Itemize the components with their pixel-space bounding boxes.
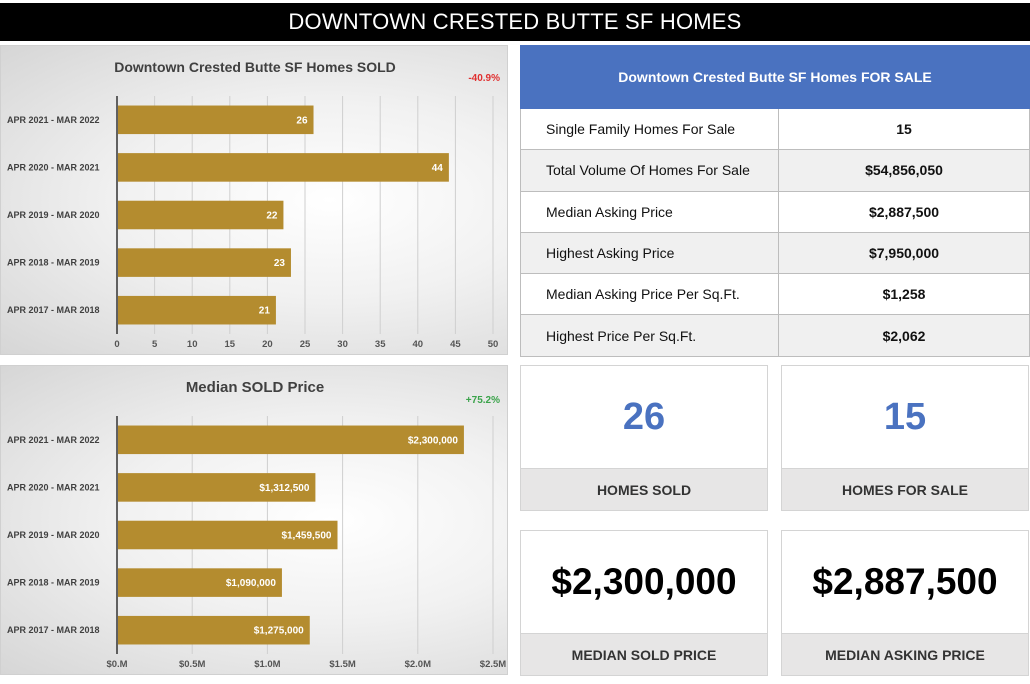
category-label: APR 2018 - MAR 2019 — [7, 578, 100, 588]
kpi-label: HOMES FOR SALE — [782, 468, 1028, 510]
row-label: Highest Price Per Sq.Ft. — [520, 314, 779, 357]
kpi-homes-for-sale: 15 HOMES FOR SALE — [781, 365, 1029, 511]
bar-data-label: 26 — [296, 115, 308, 126]
x-tick-label: 5 — [152, 339, 158, 350]
table-row: Median Asking Price Per Sq.Ft. $1,258 — [520, 273, 1030, 316]
table-row: Median Asking Price $2,887,500 — [520, 190, 1030, 233]
dashboard-banner: DOWNTOWN CRESTED BUTTE SF HOMES — [0, 3, 1030, 41]
x-tick-label: 35 — [375, 339, 386, 350]
kpi-value: $2,300,000 — [551, 561, 737, 602]
bar — [118, 153, 449, 182]
kpi-value: 26 — [622, 395, 666, 438]
category-label: APR 2019 - MAR 2020 — [7, 210, 100, 220]
category-label: APR 2020 - MAR 2021 — [7, 482, 100, 492]
x-tick-label: 15 — [225, 339, 236, 350]
chart-title: Median SOLD Price — [186, 379, 324, 396]
category-label: APR 2019 - MAR 2020 — [7, 530, 100, 540]
homes-sold-chart: Downtown Crested Butte SF Homes SOLD -40.… — [0, 45, 508, 355]
for-sale-table-title: Downtown Crested Butte SF Homes FOR SALE — [520, 45, 1030, 109]
kpi-label: HOMES SOLD — [521, 468, 767, 510]
bar — [118, 105, 314, 135]
kpi-homes-sold: 26 HOMES SOLD — [520, 365, 768, 511]
x-tick-label: $1.0M — [254, 659, 280, 670]
x-tick-label: $0.5M — [179, 659, 205, 670]
row-label: Single Family Homes For Sale — [520, 107, 779, 151]
x-tick-label: 30 — [337, 339, 348, 350]
bar-data-label: $1,275,000 — [254, 626, 304, 637]
x-tick-label: 40 — [413, 339, 424, 350]
bar-data-label: 23 — [274, 258, 286, 269]
bar — [118, 425, 464, 455]
x-tick-label: 45 — [450, 339, 461, 350]
row-value: $2,062 — [778, 314, 1030, 357]
bar-data-label: $2,300,000 — [408, 435, 458, 446]
bar-data-label: 22 — [266, 211, 278, 222]
row-value: $54,856,050 — [778, 149, 1030, 192]
kpi-label: MEDIAN ASKING PRICE — [782, 633, 1028, 675]
row-label: Highest Asking Price — [520, 231, 779, 275]
bar — [118, 200, 284, 230]
category-label: APR 2017 - MAR 2018 — [7, 625, 100, 635]
bar — [118, 473, 316, 502]
category-label: APR 2021 - MAR 2022 — [7, 435, 100, 445]
x-tick-label: 20 — [262, 339, 273, 350]
table-row: Highest Price Per Sq.Ft. $2,062 — [520, 314, 1030, 357]
row-value: $7,950,000 — [778, 231, 1030, 275]
x-tick-label: $1.5M — [329, 659, 355, 670]
bar — [118, 248, 291, 277]
x-tick-label: 25 — [300, 339, 311, 350]
kpi-value: $2,887,500 — [812, 561, 998, 602]
change-annotation: -40.9% — [468, 73, 500, 84]
table-row: Highest Asking Price $7,950,000 — [520, 231, 1030, 275]
row-label: Median Asking Price — [520, 190, 779, 233]
row-value: $2,887,500 — [778, 190, 1030, 233]
kpi-value: 15 — [883, 395, 927, 438]
bar — [118, 568, 282, 597]
kpi-median-asking-price: $2,887,500 MEDIAN ASKING PRICE — [781, 530, 1029, 676]
row-value: 15 — [778, 107, 1030, 151]
homes-sold-chart-svg: Downtown Crested Butte SF Homes SOLD -40.… — [7, 59, 500, 350]
row-label: Total Volume Of Homes For Sale — [520, 149, 779, 192]
x-tick-label: 10 — [187, 339, 198, 350]
category-label: APR 2018 - MAR 2019 — [7, 258, 100, 268]
bar — [118, 520, 338, 550]
bar-data-label: $1,459,500 — [281, 531, 331, 542]
kpi-median-sold-price: $2,300,000 MEDIAN SOLD PRICE — [520, 530, 768, 676]
x-tick-label: $0.M — [106, 659, 127, 670]
bar — [118, 295, 276, 325]
table-row: Total Volume Of Homes For Sale $54,856,05… — [520, 149, 1030, 192]
bar-data-label: $1,090,000 — [226, 578, 276, 589]
banner-title: DOWNTOWN CRESTED BUTTE SF HOMES — [288, 9, 742, 34]
x-tick-label: 0 — [114, 339, 119, 350]
category-label: APR 2017 - MAR 2018 — [7, 305, 100, 315]
row-value: $1,258 — [778, 273, 1030, 316]
chart-title: Downtown Crested Butte SF Homes SOLD — [114, 59, 396, 75]
kpi-label: MEDIAN SOLD PRICE — [521, 633, 767, 675]
category-label: APR 2020 - MAR 2021 — [7, 162, 100, 172]
x-tick-label: $2.0M — [405, 659, 431, 670]
x-tick-label: $2.5M — [480, 659, 506, 670]
for-sale-table: Downtown Crested Butte SF Homes FOR SALE… — [520, 45, 1030, 357]
bar-data-label: 21 — [259, 306, 271, 317]
median-sold-price-chart-svg: Median SOLD Price +75.2% $0.M $0.5M $1.0M $1.… — [7, 379, 506, 670]
bar — [118, 615, 310, 645]
change-annotation: +75.2% — [466, 395, 500, 406]
x-tick-label: 50 — [488, 339, 499, 350]
category-label: APR 2021 - MAR 2022 — [7, 115, 100, 125]
table-row: Single Family Homes For Sale 15 — [520, 107, 1030, 151]
bar-data-label: 44 — [432, 163, 444, 174]
median-sold-price-chart: Median SOLD Price +75.2% $0.M $0.5M $1.0M $1.… — [0, 365, 508, 675]
row-label: Median Asking Price Per Sq.Ft. — [520, 273, 779, 316]
bar-data-label: $1,312,500 — [259, 483, 309, 494]
